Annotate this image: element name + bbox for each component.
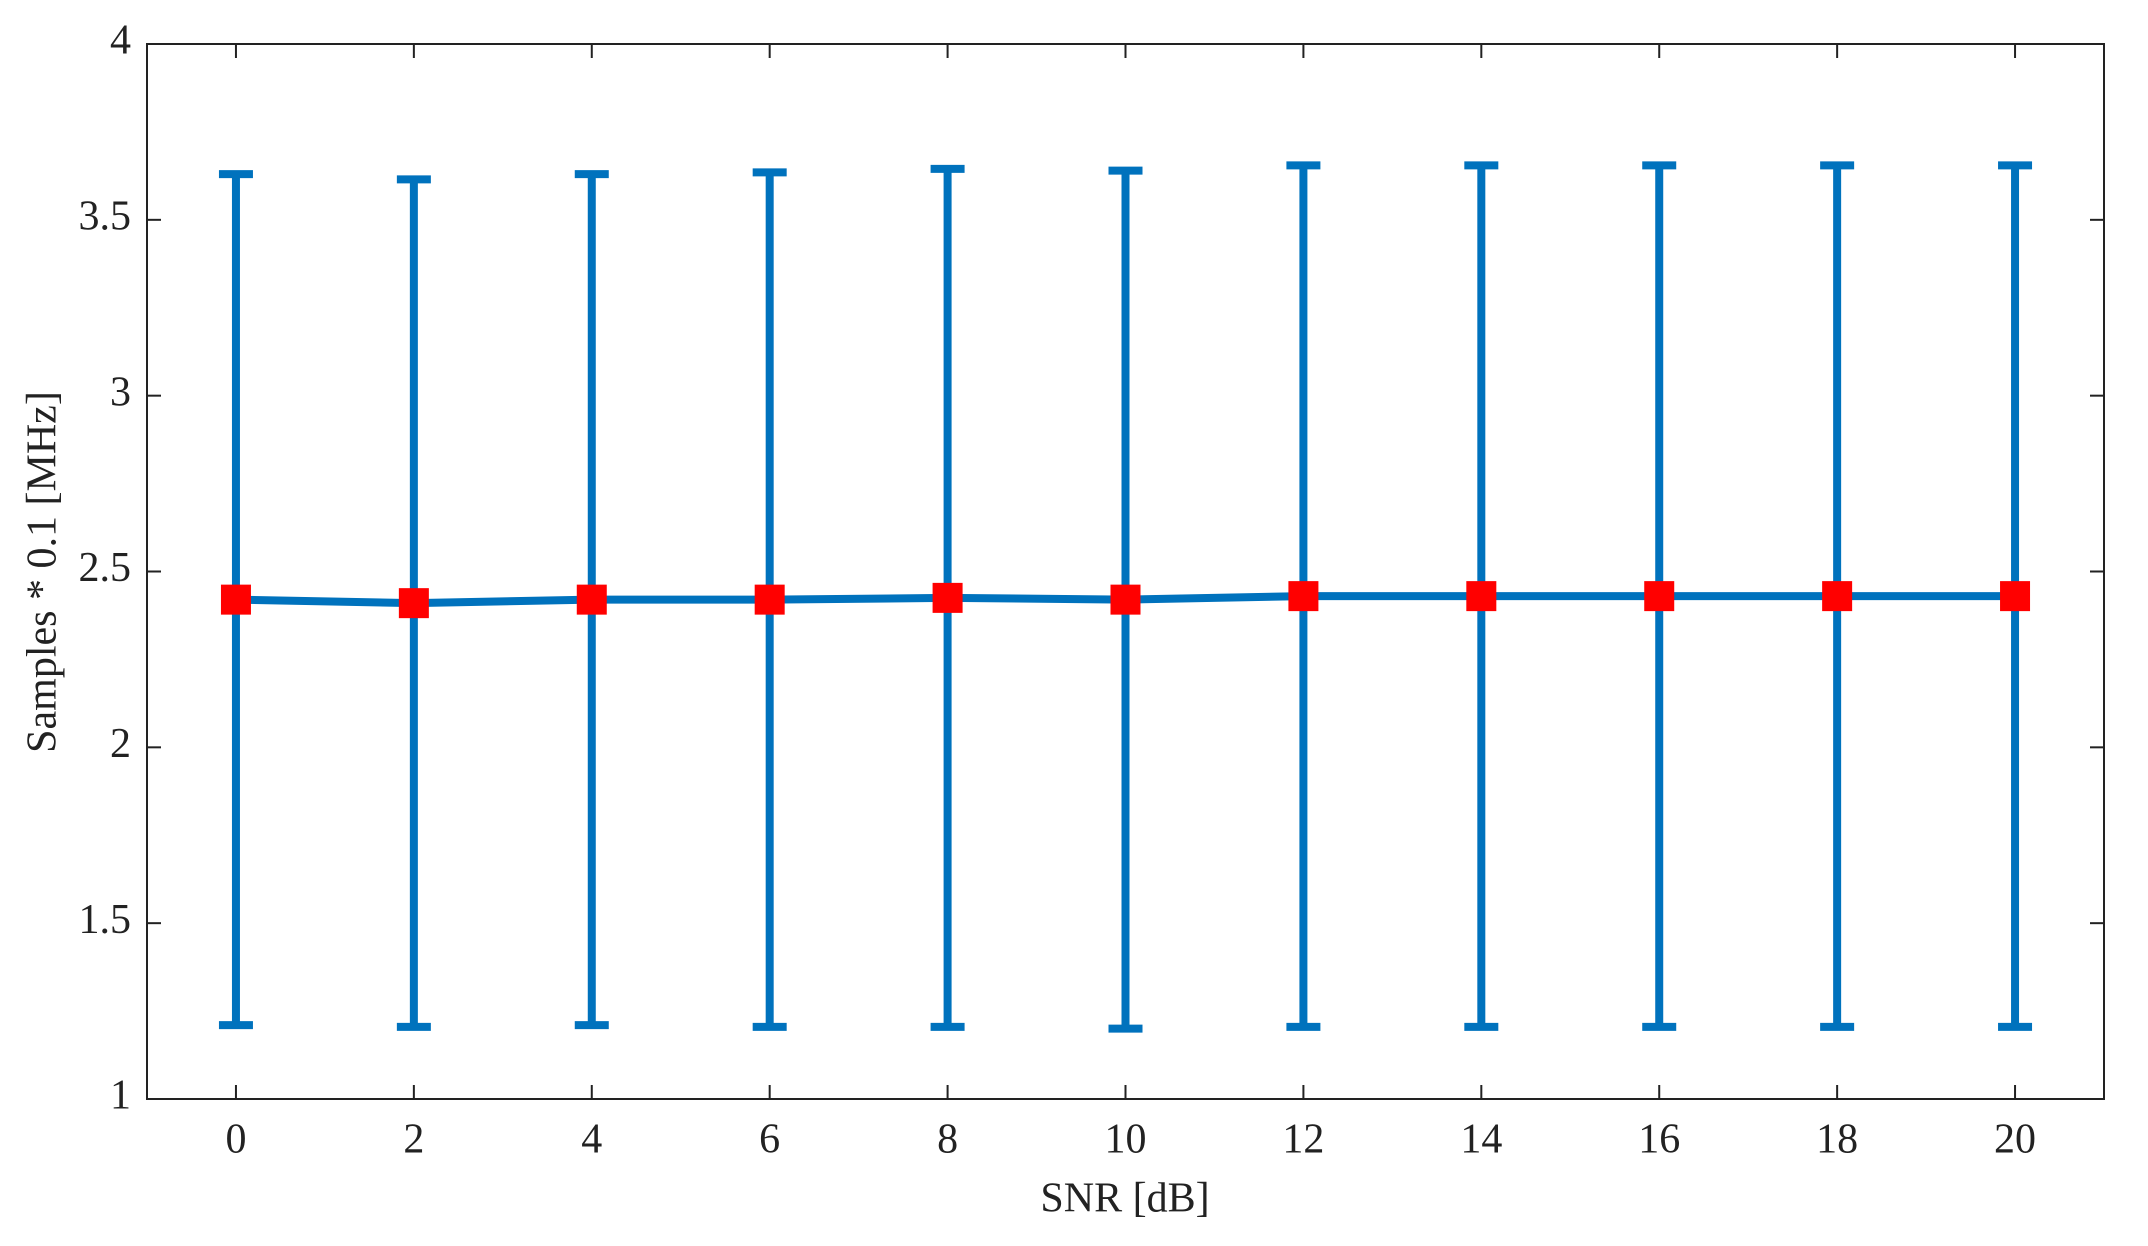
y-tick-label: 1.5 (79, 897, 132, 943)
marker (576, 584, 607, 615)
x-tick-label: 10 (1105, 1117, 1147, 1163)
marker (1822, 581, 1853, 612)
marker (1288, 581, 1319, 612)
x-axis-label: SNR [dB] (1040, 1176, 1209, 1222)
x-tick-label: 2 (403, 1117, 424, 1163)
marker (2000, 581, 2031, 612)
y-axis-label: Samples * 0.1 [MHz] (20, 391, 66, 753)
x-tick-label: 18 (1816, 1117, 1858, 1163)
x-tick-label: 4 (581, 1117, 602, 1163)
marker (1644, 581, 1675, 612)
x-tick-label: 20 (1994, 1117, 2036, 1163)
y-tick-label: 1 (110, 1073, 131, 1119)
marker (1466, 581, 1497, 612)
x-tick-label: 0 (225, 1117, 246, 1163)
x-tick-label: 8 (937, 1117, 958, 1163)
marker (754, 584, 785, 615)
y-tick-label: 2.5 (79, 545, 132, 591)
x-tick-label: 12 (1282, 1117, 1324, 1163)
marker (398, 588, 429, 619)
y-tick-label: 3.5 (79, 193, 132, 239)
y-tick-label: 4 (110, 18, 131, 64)
x-tick-label: 6 (759, 1117, 780, 1163)
y-tick-label: 2 (110, 721, 131, 767)
marker (1110, 584, 1141, 615)
x-tick-label: 14 (1460, 1117, 1502, 1163)
y-tick-label: 3 (110, 369, 131, 415)
plot-frame (146, 43, 2105, 1100)
marker (220, 584, 251, 615)
marker (932, 582, 963, 613)
x-tick-label: 16 (1638, 1117, 1680, 1163)
